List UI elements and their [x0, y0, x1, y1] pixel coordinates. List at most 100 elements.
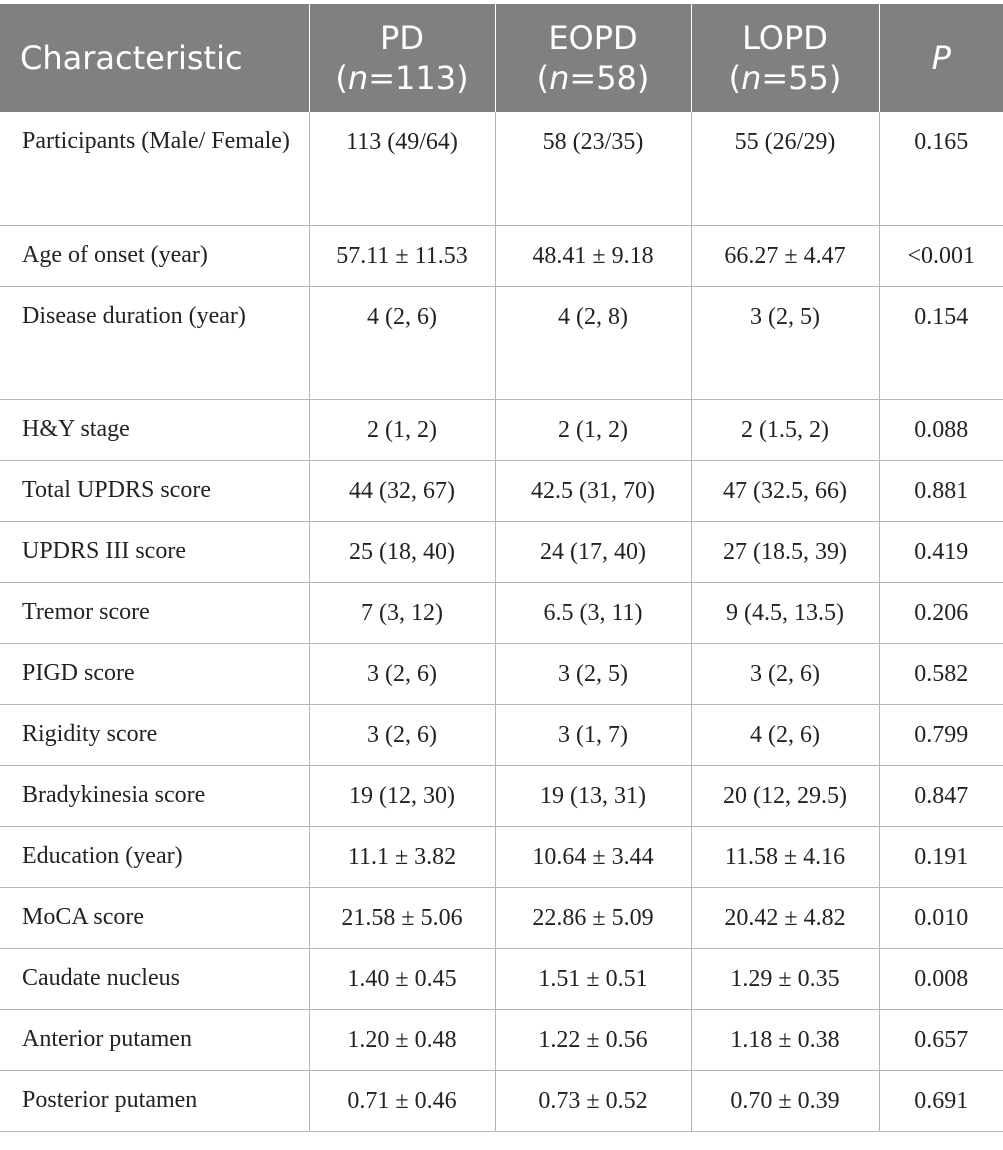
cell-eopd: 19 (13, 31): [495, 765, 692, 827]
row-label: Posterior putamen: [0, 1070, 310, 1132]
row-label: Education (year): [0, 826, 310, 888]
table-row: H&Y stage 2 (1, 2) 2 (1, 2) 2 (1.5, 2) 0…: [0, 399, 1003, 461]
cell-pd: 113 (49/64): [309, 112, 496, 226]
table-row: Disease duration (year) 4 (2, 6) 4 (2, 8…: [0, 286, 1003, 400]
table-row: Posterior putamen 0.71 ± 0.46 0.73 ± 0.5…: [0, 1070, 1003, 1132]
cell-p: 0.165: [879, 112, 1003, 226]
cell-lopd: 11.58 ± 4.16: [691, 826, 880, 888]
cell-lopd: 55 (26/29): [691, 112, 880, 226]
cell-pd: 4 (2, 6): [309, 286, 496, 400]
cell-eopd: 0.73 ± 0.52: [495, 1070, 692, 1132]
header-lopd: LOPD (n=55): [691, 4, 880, 112]
row-label: Anterior putamen: [0, 1009, 310, 1071]
cell-eopd: 4 (2, 8): [495, 286, 692, 400]
cell-lopd: 3 (2, 6): [691, 643, 880, 705]
cell-p: 0.847: [879, 765, 1003, 827]
cell-p: 0.010: [879, 887, 1003, 949]
cell-p: 0.154: [879, 286, 1003, 400]
header-eopd-eq: =: [569, 59, 597, 97]
header-pd-n: 113: [395, 59, 457, 97]
cell-pd: 25 (18, 40): [309, 521, 496, 583]
header-lopd-n: 55: [788, 59, 829, 97]
cell-eopd: 42.5 (31, 70): [495, 460, 692, 522]
characteristics-table: Characteristic PD (n=113) EOPD (n=58) LOPD…: [0, 4, 1003, 1132]
cell-p: 0.206: [879, 582, 1003, 644]
row-label: PIGD score: [0, 643, 310, 705]
table-row: Rigidity score 3 (2, 6) 3 (1, 7) 4 (2, 6…: [0, 704, 1003, 766]
header-eopd: EOPD (n=58): [495, 4, 692, 112]
cell-lopd: 47 (32.5, 66): [691, 460, 880, 522]
row-label: Rigidity score: [0, 704, 310, 766]
header-pd-n-label: n: [347, 59, 369, 97]
header-eopd-name: EOPD: [548, 19, 638, 57]
header-p-label: P: [931, 39, 951, 77]
cell-p: 0.691: [879, 1070, 1003, 1132]
header-lopd-n-label: n: [741, 59, 762, 97]
header-p: P: [879, 4, 1003, 112]
cell-lopd: 0.70 ± 0.39: [691, 1070, 880, 1132]
row-label: Age of onset (year): [0, 225, 310, 287]
cell-p: 0.657: [879, 1009, 1003, 1071]
cell-pd: 3 (2, 6): [309, 704, 496, 766]
header-eopd-n-label: n: [549, 59, 570, 97]
cell-lopd: 2 (1.5, 2): [691, 399, 880, 461]
cell-lopd: 1.18 ± 0.38: [691, 1009, 880, 1071]
cell-lopd: 1.29 ± 0.35: [691, 948, 880, 1010]
cell-eopd: 22.86 ± 5.09: [495, 887, 692, 949]
cell-pd: 11.1 ± 3.82: [309, 826, 496, 888]
row-label: Total UPDRS score: [0, 460, 310, 522]
row-label: Tremor score: [0, 582, 310, 644]
table-body: Participants (Male/ Female) 113 (49/64) …: [0, 112, 1003, 1132]
cell-p: 0.088: [879, 399, 1003, 461]
table-row: Participants (Male/ Female) 113 (49/64) …: [0, 112, 1003, 226]
table-row: PIGD score 3 (2, 6) 3 (2, 5) 3 (2, 6) 0.…: [0, 643, 1003, 705]
cell-eopd: 24 (17, 40): [495, 521, 692, 583]
cell-pd: 0.71 ± 0.46: [309, 1070, 496, 1132]
table-row: Education (year) 11.1 ± 3.82 10.64 ± 3.4…: [0, 826, 1003, 888]
cell-eopd: 3 (2, 5): [495, 643, 692, 705]
cell-p: 0.881: [879, 460, 1003, 522]
cell-eopd: 6.5 (3, 11): [495, 582, 692, 644]
cell-lopd: 27 (18.5, 39): [691, 521, 880, 583]
table-row: Caudate nucleus 1.40 ± 0.45 1.51 ± 0.51 …: [0, 948, 1003, 1010]
cell-pd: 21.58 ± 5.06: [309, 887, 496, 949]
cell-lopd: 4 (2, 6): [691, 704, 880, 766]
cell-eopd: 2 (1, 2): [495, 399, 692, 461]
cell-lopd: 9 (4.5, 13.5): [691, 582, 880, 644]
table-header: Characteristic PD (n=113) EOPD (n=58) LOPD…: [0, 4, 1003, 112]
cell-p: 0.191: [879, 826, 1003, 888]
table-row: UPDRS III score 25 (18, 40) 24 (17, 40) …: [0, 521, 1003, 583]
cell-pd: 7 (3, 12): [309, 582, 496, 644]
row-label: Participants (Male/ Female): [0, 112, 310, 226]
row-label: MoCA score: [0, 887, 310, 949]
cell-p: <0.001: [879, 225, 1003, 287]
table-row: Bradykinesia score 19 (12, 30) 19 (13, 3…: [0, 765, 1003, 827]
cell-eopd: 1.22 ± 0.56: [495, 1009, 692, 1071]
cell-eopd: 1.51 ± 0.51: [495, 948, 692, 1010]
row-label: H&Y stage: [0, 399, 310, 461]
cell-pd: 19 (12, 30): [309, 765, 496, 827]
cell-pd: 57.11 ± 11.53: [309, 225, 496, 287]
cell-p: 0.419: [879, 521, 1003, 583]
cell-lopd: 3 (2, 5): [691, 286, 880, 400]
table-row: Anterior putamen 1.20 ± 0.48 1.22 ± 0.56…: [0, 1009, 1003, 1071]
cell-p: 0.582: [879, 643, 1003, 705]
row-label: Caudate nucleus: [0, 948, 310, 1010]
cell-lopd: 66.27 ± 4.47: [691, 225, 880, 287]
table-row: Tremor score 7 (3, 12) 6.5 (3, 11) 9 (4.…: [0, 582, 1003, 644]
header-lopd-name: LOPD: [742, 19, 828, 57]
cell-p: 0.008: [879, 948, 1003, 1010]
cell-pd: 44 (32, 67): [309, 460, 496, 522]
header-pd: PD (n=113): [309, 4, 496, 112]
cell-p: 0.799: [879, 704, 1003, 766]
cell-eopd: 3 (1, 7): [495, 704, 692, 766]
cell-pd: 2 (1, 2): [309, 399, 496, 461]
header-characteristic: Characteristic: [0, 4, 310, 112]
table-row: MoCA score 21.58 ± 5.06 22.86 ± 5.09 20.…: [0, 887, 1003, 949]
cell-eopd: 10.64 ± 3.44: [495, 826, 692, 888]
header-eopd-n: 58: [596, 59, 637, 97]
table-row: Age of onset (year) 57.11 ± 11.53 48.41 …: [0, 225, 1003, 287]
row-label: Bradykinesia score: [0, 765, 310, 827]
header-pd-eq: =: [368, 59, 395, 97]
cell-eopd: 48.41 ± 9.18: [495, 225, 692, 287]
